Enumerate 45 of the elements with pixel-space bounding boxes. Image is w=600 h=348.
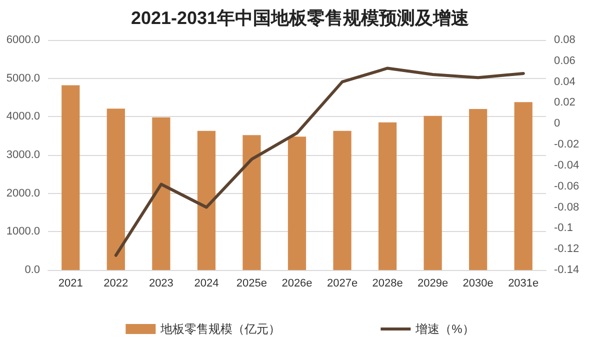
- x-tick-label: 2022: [104, 278, 128, 290]
- x-tick-label: 2031e: [508, 278, 539, 290]
- y2-tick-label: 0.02: [554, 96, 576, 109]
- legend-label: 地板零售规模（亿元）: [160, 322, 281, 336]
- bar: [152, 117, 170, 270]
- bar: [288, 136, 306, 270]
- y2-tick-label: -0.08: [554, 201, 580, 214]
- bar: [106, 108, 125, 270]
- y-tick-label: 6000.0: [6, 34, 40, 46]
- y2-tick-label: -0.1: [554, 222, 573, 234]
- x-tick-label: 2027e: [326, 278, 358, 290]
- x-tick-label: 2030e: [462, 278, 494, 290]
- y2-tick-label: -0.04: [554, 159, 580, 172]
- y2-tick-label: 0.06: [554, 54, 576, 67]
- y2-tick-label: 0.04: [554, 76, 576, 88]
- y2-tick-label: -0.12: [554, 243, 580, 256]
- bar: [333, 130, 352, 270]
- bar: [424, 116, 442, 270]
- bar: [242, 135, 261, 270]
- x-tick-label: 2028e: [372, 278, 403, 290]
- y-tick-label: 3000.0: [6, 149, 40, 161]
- y2-tick-label: 0.08: [554, 34, 576, 46]
- bar: [62, 85, 80, 270]
- x-tick-label: 2025e: [236, 278, 268, 290]
- y-tick-label: 1000.0: [6, 226, 40, 238]
- chart-title: 2021-2031年中国地板零售规模预测及增速: [130, 8, 470, 28]
- line-series: [114, 66, 525, 257]
- y-tick-label: 5000.0: [6, 72, 40, 84]
- x-tick-label: 2029e: [418, 278, 448, 290]
- y2-tick-label: 0: [554, 118, 560, 130]
- y-tick-label: 2000.0: [6, 187, 40, 200]
- y-tick-label: 0.0: [24, 264, 40, 276]
- y2-tick-label: -0.06: [554, 180, 580, 192]
- x-tick-label: 2026e: [282, 278, 312, 290]
- y2-tick-label: -0.14: [554, 264, 580, 276]
- bar: [197, 130, 216, 270]
- bar: [469, 109, 488, 270]
- y-tick-label: 4000.0: [6, 110, 40, 123]
- x-tick-label: 2024: [194, 278, 219, 290]
- x-tick-label: 2021: [58, 278, 83, 290]
- x-tick-label: 2023: [148, 278, 174, 290]
- bar: [514, 102, 532, 270]
- legend-label: 增速（%）: [414, 322, 474, 336]
- y2-tick-label: -0.02: [554, 138, 580, 151]
- bar: [378, 122, 397, 270]
